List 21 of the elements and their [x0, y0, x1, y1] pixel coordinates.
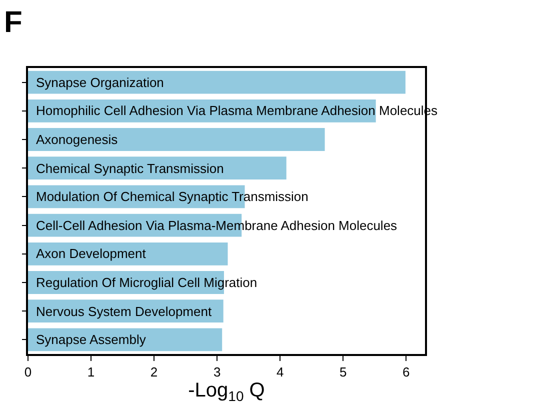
x-tick-label: 3	[213, 364, 221, 380]
y-tick-label: Modulation Of Chemical Synaptic Transmission	[36, 189, 308, 204]
x-tick-label: 0	[24, 364, 32, 380]
x-tick-label: 2	[150, 364, 158, 380]
x-tick-label: 1	[87, 364, 95, 380]
bar	[28, 70, 406, 94]
x-tick-label: 5	[339, 364, 347, 380]
y-tick-label: Chemical Synaptic Transmission	[36, 161, 224, 176]
bar	[28, 242, 228, 266]
y-tick-label: Axon Development	[36, 246, 146, 261]
x-axis-title: -Log$_{10}$ Q	[188, 380, 265, 404]
y-tick-label: Regulation Of Microglial Cell Migration	[36, 275, 258, 290]
y-tick-label: Synapse Organization	[36, 75, 164, 90]
y-tick-label: Synapse Assembly	[36, 332, 146, 347]
y-tick-label: Cell-Cell Adhesion Via Plasma-Membrane Adhesion Molecules	[36, 218, 398, 233]
y-tick-label: Axonogenesis	[36, 132, 118, 147]
text: F	[4, 6, 22, 39]
x-tick-label: 6	[402, 364, 410, 380]
x-tick-label: 4	[276, 364, 284, 380]
y-tick-label: Nervous System Development	[36, 304, 212, 319]
bar	[28, 128, 325, 151]
